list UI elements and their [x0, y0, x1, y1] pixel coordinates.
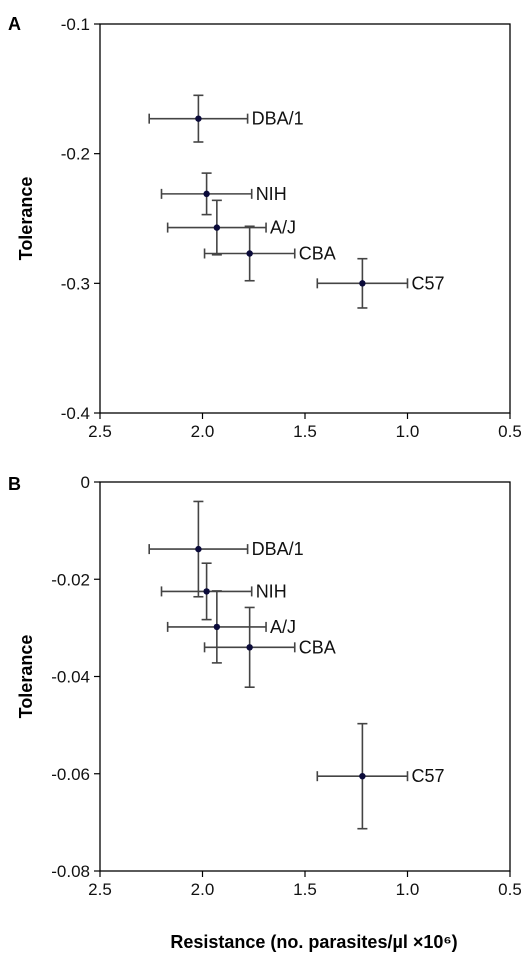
x-tick-label: 2.0 — [191, 880, 215, 899]
plot-frame — [99, 481, 511, 872]
panel-letter: B — [8, 474, 21, 494]
point-label: DBA/1 — [252, 539, 304, 559]
data-marker — [195, 545, 202, 553]
x-tick-label: 0.5 — [498, 422, 521, 441]
data-point-c57: C57 — [316, 257, 445, 309]
point-label: C57 — [412, 766, 445, 786]
x-tick-label: 0.5 — [498, 880, 521, 899]
x-tick-label: 2.5 — [88, 880, 112, 899]
x-tick-label: 2.0 — [191, 422, 215, 441]
point-label: NIH — [256, 184, 287, 204]
data-point-dba-1: DBA/1 — [148, 94, 304, 143]
data-marker — [195, 115, 202, 122]
data-marker — [359, 772, 366, 780]
y-tick-label: 0 — [81, 473, 90, 492]
x-tick-label: 1.0 — [396, 422, 420, 441]
y-tick-label: -0.04 — [51, 668, 90, 687]
y-tick-label: -0.4 — [61, 404, 90, 423]
data-point-c57: C57 — [316, 722, 445, 830]
point-label: A/J — [270, 218, 296, 238]
y-tick-label: -0.2 — [61, 145, 90, 164]
x-tick-label: 1.5 — [293, 880, 317, 899]
data-marker — [203, 588, 210, 595]
y-axis-title: Tolerance — [16, 635, 36, 719]
x-tick-label: 2.5 — [88, 422, 112, 441]
data-marker — [246, 644, 253, 651]
point-label: NIH — [256, 581, 287, 601]
panel-letter: A — [8, 14, 21, 34]
data-point-dba-1: DBA/1 — [148, 500, 304, 598]
point-label: CBA — [299, 244, 336, 264]
data-marker — [203, 190, 210, 198]
data-marker — [246, 250, 253, 257]
y-axis-title: Tolerance — [16, 177, 36, 261]
data-point-a-j: A/J — [166, 590, 296, 664]
data-point-cba: CBA — [203, 225, 336, 282]
plot-frame — [99, 23, 511, 414]
panel-b: B Tolerance 0 -0.02 -0.04 -0.06 -0.082.5 2.0 1.5… — [8, 473, 521, 899]
y-tick-label: -0.1 — [61, 15, 90, 34]
point-label: C57 — [412, 273, 445, 293]
panel-a: A Tolerance -0.1 -0.2 -0.3 -0.42.5 2.0 1.5 1.0 0.… — [8, 14, 521, 441]
point-label: CBA — [299, 637, 336, 657]
y-tick-label: -0.02 — [51, 570, 90, 589]
data-marker — [213, 623, 221, 631]
point-label: DBA/1 — [252, 109, 304, 129]
y-tick-label: -0.06 — [51, 765, 90, 784]
data-marker — [213, 224, 221, 231]
y-tick-label: -0.08 — [51, 862, 90, 881]
data-point-nih: NIH — [160, 562, 287, 621]
data-marker — [359, 280, 366, 287]
x-tick-label: 1.0 — [396, 880, 420, 899]
point-label: A/J — [270, 617, 296, 637]
y-tick-label: -0.3 — [61, 274, 90, 293]
x-axis-title: Resistance (no. parasites/µl ×10⁶) — [170, 932, 457, 952]
data-point-nih: NIH — [160, 172, 287, 216]
data-point-cba: CBA — [203, 606, 336, 688]
x-tick-label: 1.5 — [293, 422, 317, 441]
